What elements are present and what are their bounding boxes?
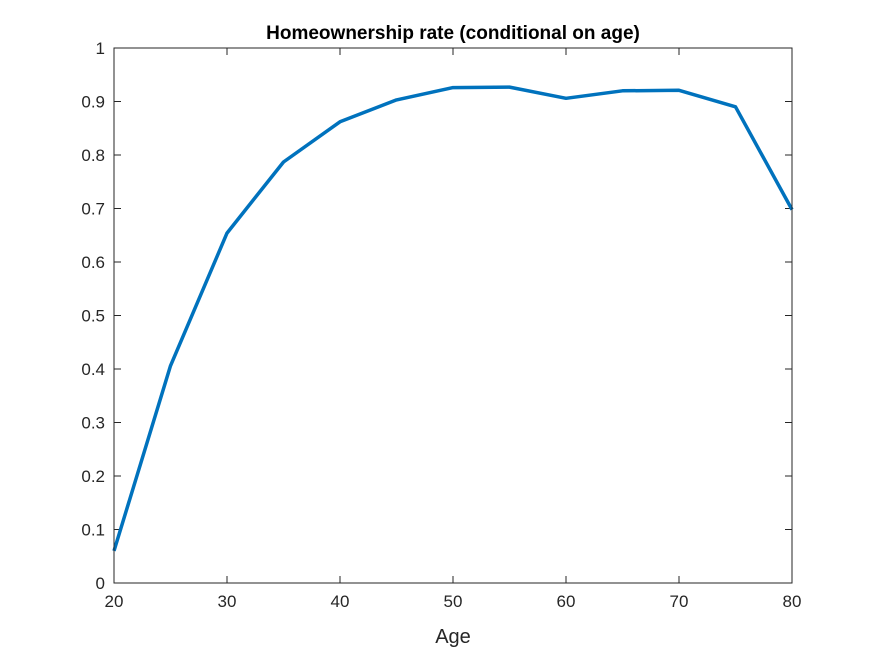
x-tick-label: 80 — [783, 592, 802, 611]
chart-title: Homeownership rate (conditional on age) — [266, 23, 640, 44]
ticks-layer: 20 30 40 50 60 70 80 0 0.1 0.2 0.3 0.4 0.5 0.6 0.7 0.8 0… — [81, 39, 801, 611]
y-tick-label: 0.9 — [81, 93, 105, 112]
y-tick-label: 0.2 — [81, 467, 105, 486]
y-tick-label: 0.5 — [81, 307, 105, 326]
y-tick-label: 0.4 — [81, 360, 105, 379]
y-tick-label: 0.3 — [81, 414, 105, 433]
y-tick-label: 1 — [96, 39, 105, 58]
y-tick-label: 0 — [96, 574, 105, 593]
axes-box — [113, 47, 793, 584]
y-tick-label: 0.1 — [81, 521, 105, 540]
x-tick-label: 40 — [331, 592, 350, 611]
x-tick-label: 30 — [218, 592, 237, 611]
y-tick-label: 0.6 — [81, 253, 105, 272]
y-tick-label: 0.8 — [81, 146, 105, 165]
plot-area-background — [114, 48, 792, 583]
series-line — [112, 85, 794, 552]
y-tick-label: 0.7 — [81, 200, 105, 219]
x-tick-label: 70 — [670, 592, 689, 611]
x-tick-label: 20 — [105, 592, 124, 611]
series-layer — [112, 85, 794, 552]
x-tick-label: 60 — [557, 592, 576, 611]
x-axis-title: Age — [435, 626, 471, 648]
x-tick-label: 50 — [444, 592, 463, 611]
